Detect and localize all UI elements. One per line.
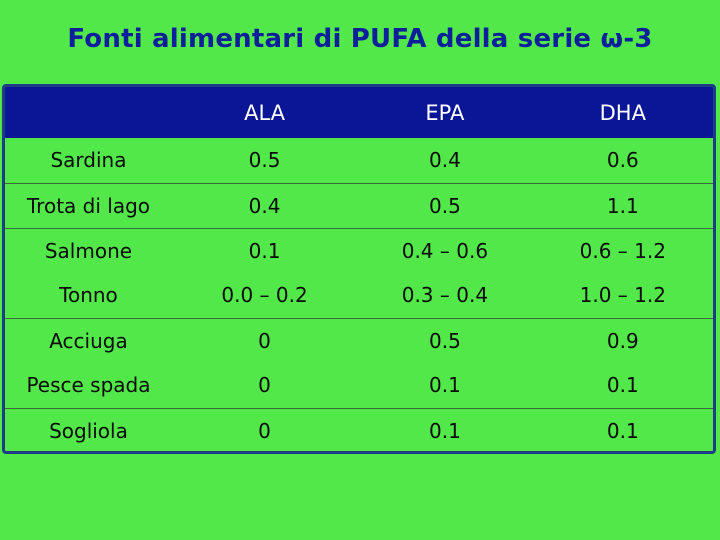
dha-cell: 0.6 [532,138,713,184]
dha-cell: 1.0 – 1.2 [532,273,713,319]
food-cell: Pesce spada [5,363,172,409]
epa-cell: 0.4 [357,138,533,184]
food-cell: Trota di lago [5,183,172,229]
table-row: Sardina 0.5 0.4 0.6 [5,138,713,184]
dha-cell: 0.1 [532,363,713,409]
table-row: Sogliola 0 0.1 0.1 [5,408,713,451]
table-row: Pesce spada 0 0.1 0.1 [5,363,713,409]
epa-cell: 0.1 [428,418,461,443]
table-row: Salmone 0.1 0.4 – 0.6 0.6 – 1.2 [5,228,713,273]
header-food [5,87,172,138]
dha-cell: 1.1 [532,183,713,229]
header-ala: ALA [244,100,285,125]
ala-cell: 0 [171,363,358,409]
table-row: Tonno 0.0 – 0.2 0.3 – 0.4 1.0 – 1.2 [5,273,713,319]
ala-cell: 0.4 [171,183,358,229]
food-cell: Sogliola [49,418,128,443]
food-cell: Acciuga [49,328,128,353]
ala-cell: 0.5 [171,138,358,184]
ala-cell: 0.0 – 0.2 [171,273,358,319]
ala-cell: 0 [258,328,271,353]
epa-cell: 0.5 [357,183,533,229]
table-header-row: ALA EPA DHA [5,87,713,138]
dha-cell: 0.9 [606,328,639,353]
ala-cell: 0 [258,418,271,443]
pufa-table: ALA EPA DHA Sardina 0.5 0.4 0.6 Trota di… [5,87,713,451]
epa-cell: 0.4 – 0.6 [401,238,489,263]
food-cell: Tonno [5,273,172,319]
table-row: Acciuga 0 0.5 0.9 [5,318,713,363]
header-dha: DHA [599,100,646,125]
page-title: Fonti alimentari di PUFA della serie ω-3 [67,24,653,54]
epa-cell: 0.5 [428,328,461,353]
food-cell: Salmone [44,238,133,263]
epa-cell: 0.1 [357,363,533,409]
pufa-table-frame: ALA EPA DHA Sardina 0.5 0.4 0.6 Trota di… [2,84,716,454]
table-row: Trota di lago 0.4 0.5 1.1 [5,183,713,229]
ala-cell: 0.1 [248,238,281,263]
dha-cell: 0.1 [606,418,639,443]
food-cell: Sardina [5,138,172,184]
epa-cell: 0.3 – 0.4 [357,273,533,319]
header-epa: EPA [425,100,465,125]
dha-cell: 0.6 – 1.2 [579,238,666,263]
